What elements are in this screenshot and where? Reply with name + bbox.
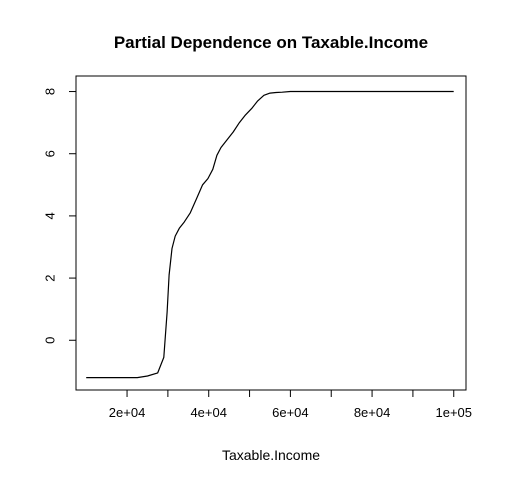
x-axis-label: Taxable.Income [222,447,320,463]
plot-frame [75,75,467,391]
x-tick-label: 8e+04 [354,405,391,420]
x-tick-label: 2e+04 [109,405,146,420]
y-axis: 0 2 4 6 8 [42,88,76,344]
x-tick-label: 4e+04 [190,405,227,420]
chart-title: Partial Dependence on Taxable.Income [114,33,428,52]
partial-dependence-line [86,90,454,379]
y-tick-label: 2 [42,274,57,281]
y-tick-label: 6 [42,150,57,157]
series-layer [86,90,454,379]
x-axis: 2e+04 4e+04 6e+04 8e+04 1e+05 [109,390,472,420]
x-tick-label: 1e+05 [435,405,472,420]
y-tick-label: 4 [42,212,57,219]
x-tick-label: 6e+04 [272,405,309,420]
y-tick-label: 0 [42,337,57,344]
y-tick-label: 8 [42,88,57,95]
